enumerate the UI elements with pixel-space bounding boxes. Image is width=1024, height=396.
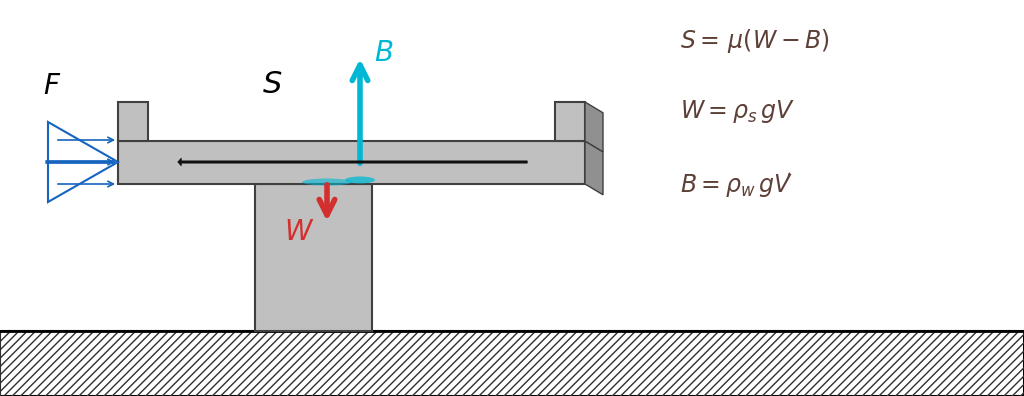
Text: $\mathit{S}$: $\mathit{S}$ bbox=[262, 70, 283, 99]
Text: $B = \rho_w\,gV\!'$: $B = \rho_w\,gV\!'$ bbox=[680, 171, 793, 200]
Bar bbox=[555, 102, 585, 141]
Bar bbox=[118, 141, 585, 184]
Text: $S = \,\mu(W - B)$: $S = \,\mu(W - B)$ bbox=[680, 27, 829, 55]
Bar bbox=[255, 184, 372, 331]
Text: $W = \rho_s\,gV$: $W = \rho_s\,gV$ bbox=[680, 97, 795, 124]
Text: $\mathit{W}$: $\mathit{W}$ bbox=[284, 218, 314, 246]
Bar bbox=[0, 331, 1024, 396]
Ellipse shape bbox=[345, 177, 375, 183]
Bar bbox=[0, 331, 1024, 396]
Text: $\mathit{B}$: $\mathit{B}$ bbox=[374, 39, 393, 67]
Ellipse shape bbox=[302, 179, 352, 185]
Polygon shape bbox=[585, 102, 603, 152]
Text: $\mathit{F}$: $\mathit{F}$ bbox=[43, 72, 61, 100]
Bar bbox=[118, 102, 148, 141]
Polygon shape bbox=[585, 141, 603, 195]
